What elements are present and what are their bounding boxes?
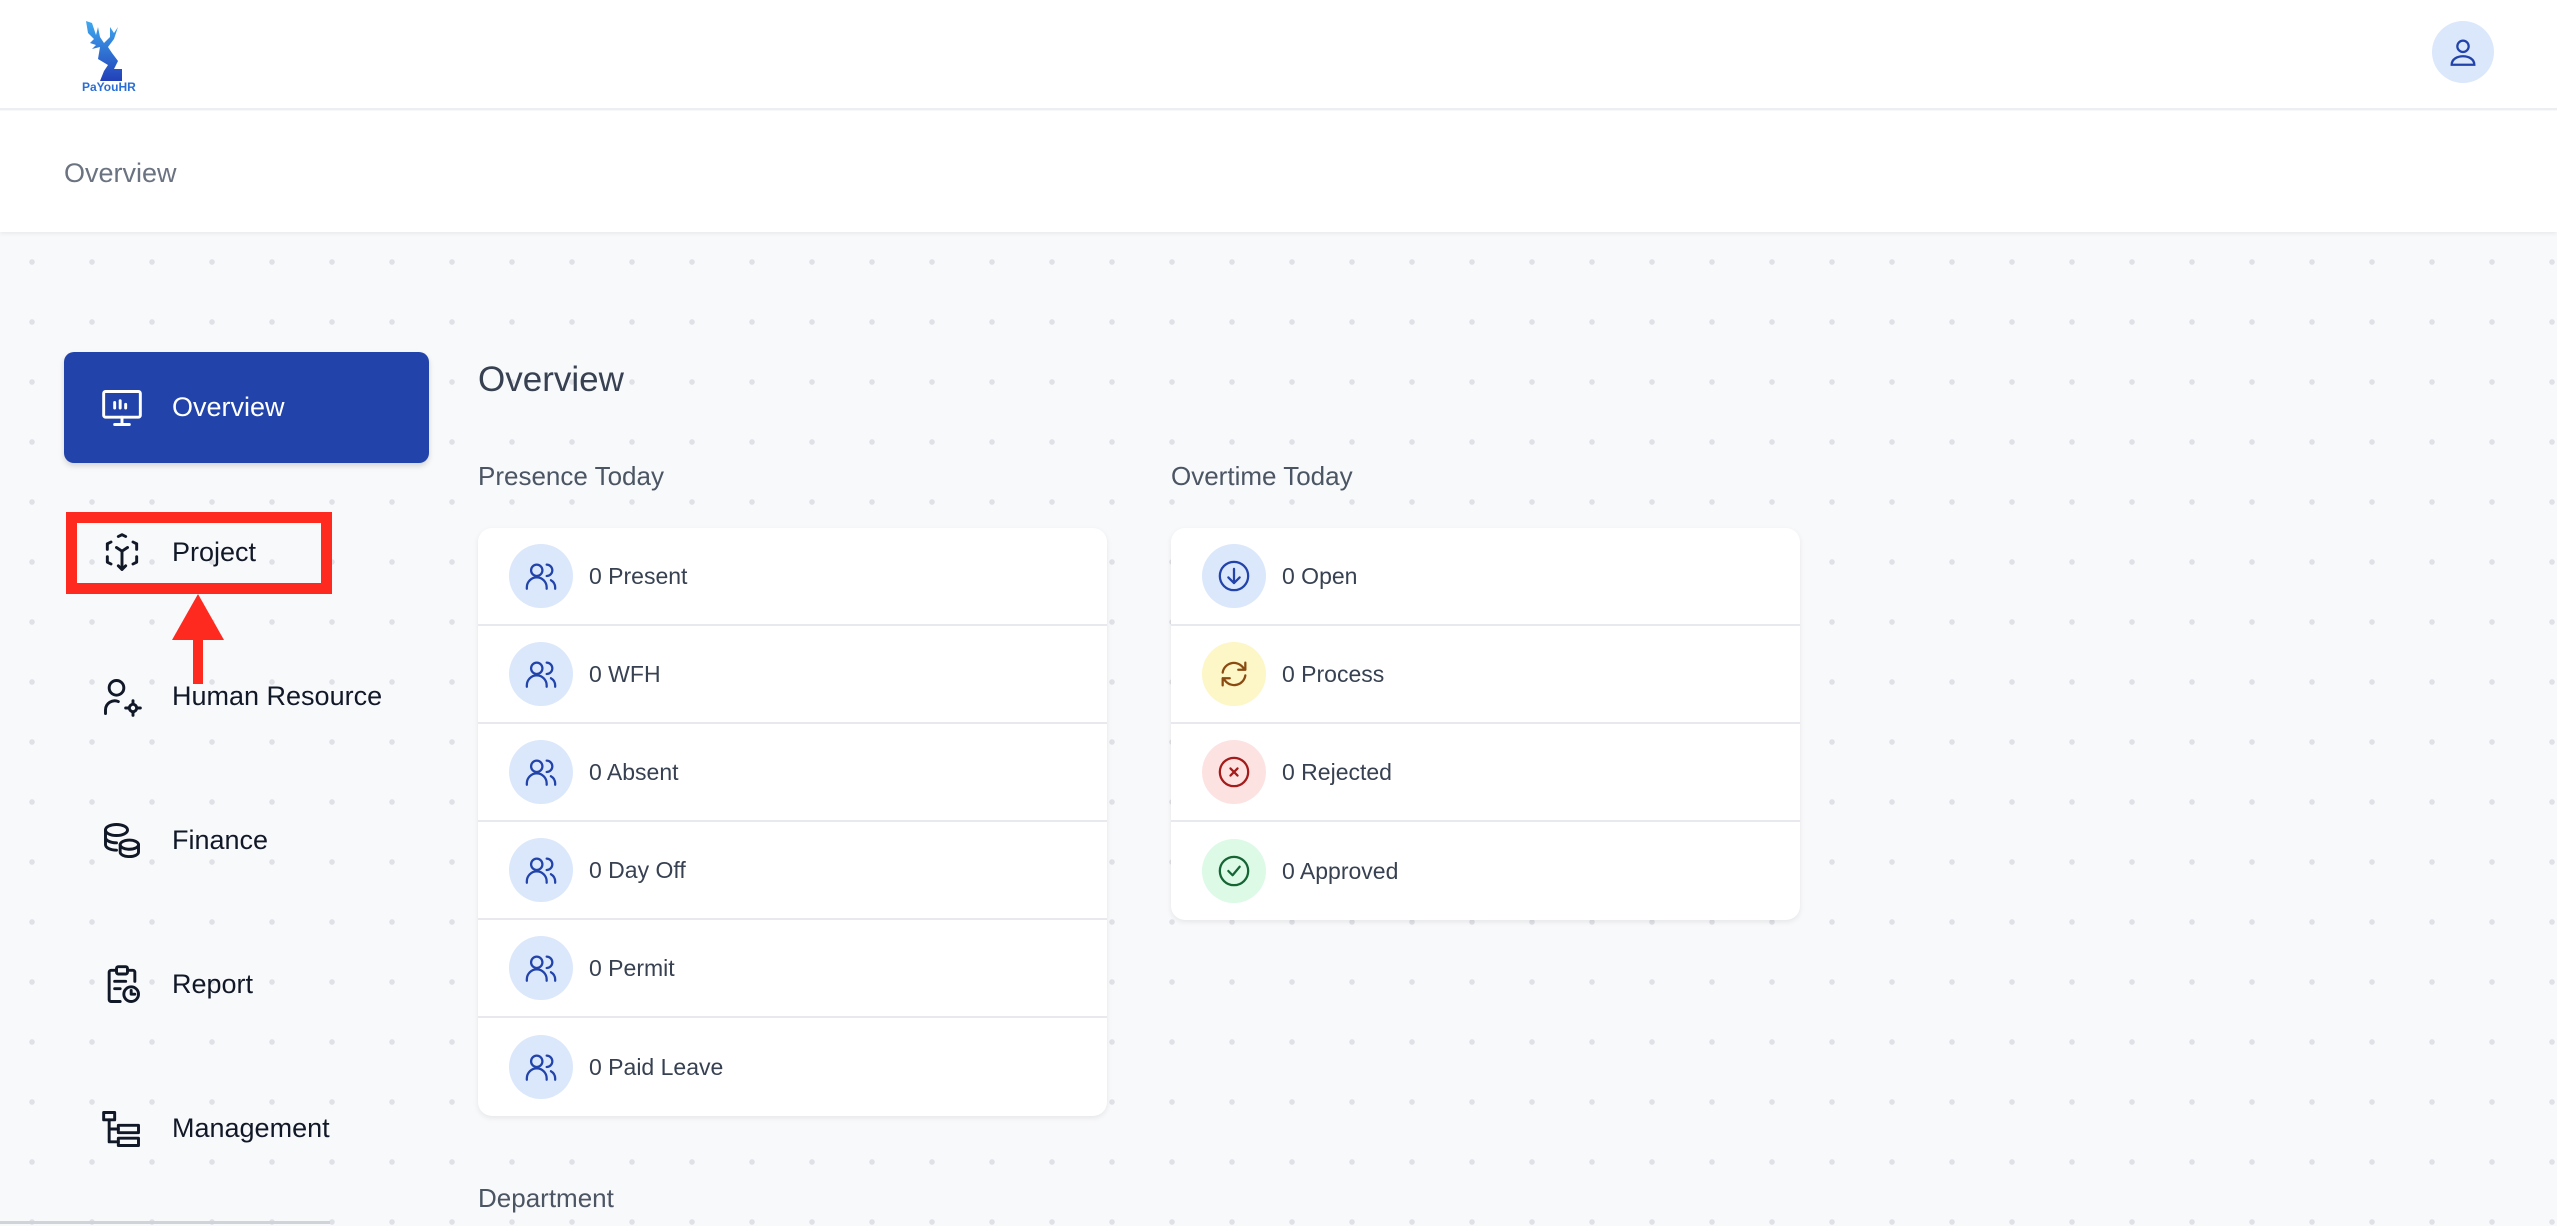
top-header: PaYouHR bbox=[0, 0, 2557, 110]
overtime-row[interactable]: 0 Rejected bbox=[1171, 724, 1800, 822]
overtime-card: 0 Open 0 Process 0 Rejected 0 Approved bbox=[1171, 528, 1800, 920]
user-avatar[interactable] bbox=[2432, 21, 2494, 83]
sidebar-item-label: Finance bbox=[172, 825, 269, 855]
presence-row-label: 0 Absent bbox=[589, 758, 679, 785]
presence-row-label: 0 Day Off bbox=[589, 856, 686, 883]
presence-row-label: 0 Present bbox=[589, 562, 688, 589]
presence-row-label: 0 WFH bbox=[589, 660, 661, 687]
coins-icon bbox=[104, 822, 140, 858]
presence-row[interactable]: 0 Day Off bbox=[478, 822, 1107, 920]
payou-logo[interactable] bbox=[78, 14, 136, 94]
arrow-down-circle-icon bbox=[1202, 544, 1266, 608]
page-title: Overview bbox=[478, 360, 624, 399]
sidebar-item-report[interactable]: Report bbox=[64, 929, 429, 1040]
sidebar-item-project[interactable]: Project bbox=[64, 497, 429, 608]
sidebar-item-overview[interactable]: Overview bbox=[64, 352, 429, 463]
sidebar-item-label: Report bbox=[172, 969, 254, 999]
user-icon bbox=[2450, 39, 2476, 66]
project-cube-icon bbox=[105, 532, 139, 571]
overtime-row[interactable]: 0 Approved bbox=[1171, 822, 1800, 920]
annotation-arrow-icon bbox=[172, 594, 224, 684]
sidebar-item-management[interactable]: Management bbox=[64, 1073, 429, 1184]
overtime-row[interactable]: 0 Process bbox=[1171, 626, 1800, 724]
sidebar-item-human-resource[interactable]: Human Resource bbox=[64, 641, 429, 752]
presence-row[interactable]: 0 Paid Leave bbox=[478, 1018, 1107, 1116]
sidebar-item-label: Project bbox=[172, 537, 257, 567]
breadcrumb-bar bbox=[0, 111, 2557, 232]
users-icon bbox=[509, 936, 573, 1000]
overtime-row[interactable]: 0 Open bbox=[1171, 528, 1800, 626]
users-icon bbox=[509, 642, 573, 706]
users-icon bbox=[509, 838, 573, 902]
monitor-chart-icon bbox=[102, 389, 142, 426]
x-circle-icon bbox=[1202, 740, 1266, 804]
presence-title: Presence Today bbox=[478, 461, 664, 491]
overtime-title: Overtime Today bbox=[1171, 461, 1353, 491]
presence-row[interactable]: 0 Absent bbox=[478, 724, 1107, 822]
annotation-highlight-box bbox=[66, 512, 332, 594]
users-icon bbox=[509, 1035, 573, 1099]
sidebar-item-finance[interactable]: Finance bbox=[64, 785, 429, 896]
logo-text: PaYouHR bbox=[82, 80, 136, 94]
presence-row[interactable]: 0 Permit bbox=[478, 920, 1107, 1018]
hierarchy-icon bbox=[102, 1110, 140, 1147]
refresh-icon bbox=[1202, 642, 1266, 706]
overtime-row-label: 0 Rejected bbox=[1282, 758, 1392, 785]
presence-row[interactable]: 0 WFH bbox=[478, 626, 1107, 724]
clipboard-clock-icon bbox=[107, 964, 140, 1003]
breadcrumb: Overview bbox=[64, 158, 177, 188]
department-title: Department bbox=[478, 1183, 614, 1213]
overtime-row-label: 0 Open bbox=[1282, 562, 1358, 589]
horizontal-scrollbar[interactable] bbox=[0, 1221, 330, 1224]
user-gear-icon bbox=[104, 678, 142, 717]
sidebar-item-label: Management bbox=[172, 1113, 330, 1143]
users-icon bbox=[509, 544, 573, 608]
presence-row-label: 0 Permit bbox=[589, 954, 675, 981]
presence-row[interactable]: 0 Present bbox=[478, 528, 1107, 626]
sidebar-item-label: Overview bbox=[172, 392, 285, 422]
users-icon bbox=[509, 740, 573, 804]
presence-card: 0 Present 0 WFH 0 Absent 0 Day Off 0 Permit 0… bbox=[478, 528, 1107, 1116]
overtime-row-label: 0 Approved bbox=[1282, 857, 1399, 884]
presence-row-label: 0 Paid Leave bbox=[589, 1053, 724, 1080]
overtime-row-label: 0 Process bbox=[1282, 660, 1385, 687]
check-circle-icon bbox=[1202, 839, 1266, 903]
sidebar-item-label: Human Resource bbox=[172, 681, 383, 711]
